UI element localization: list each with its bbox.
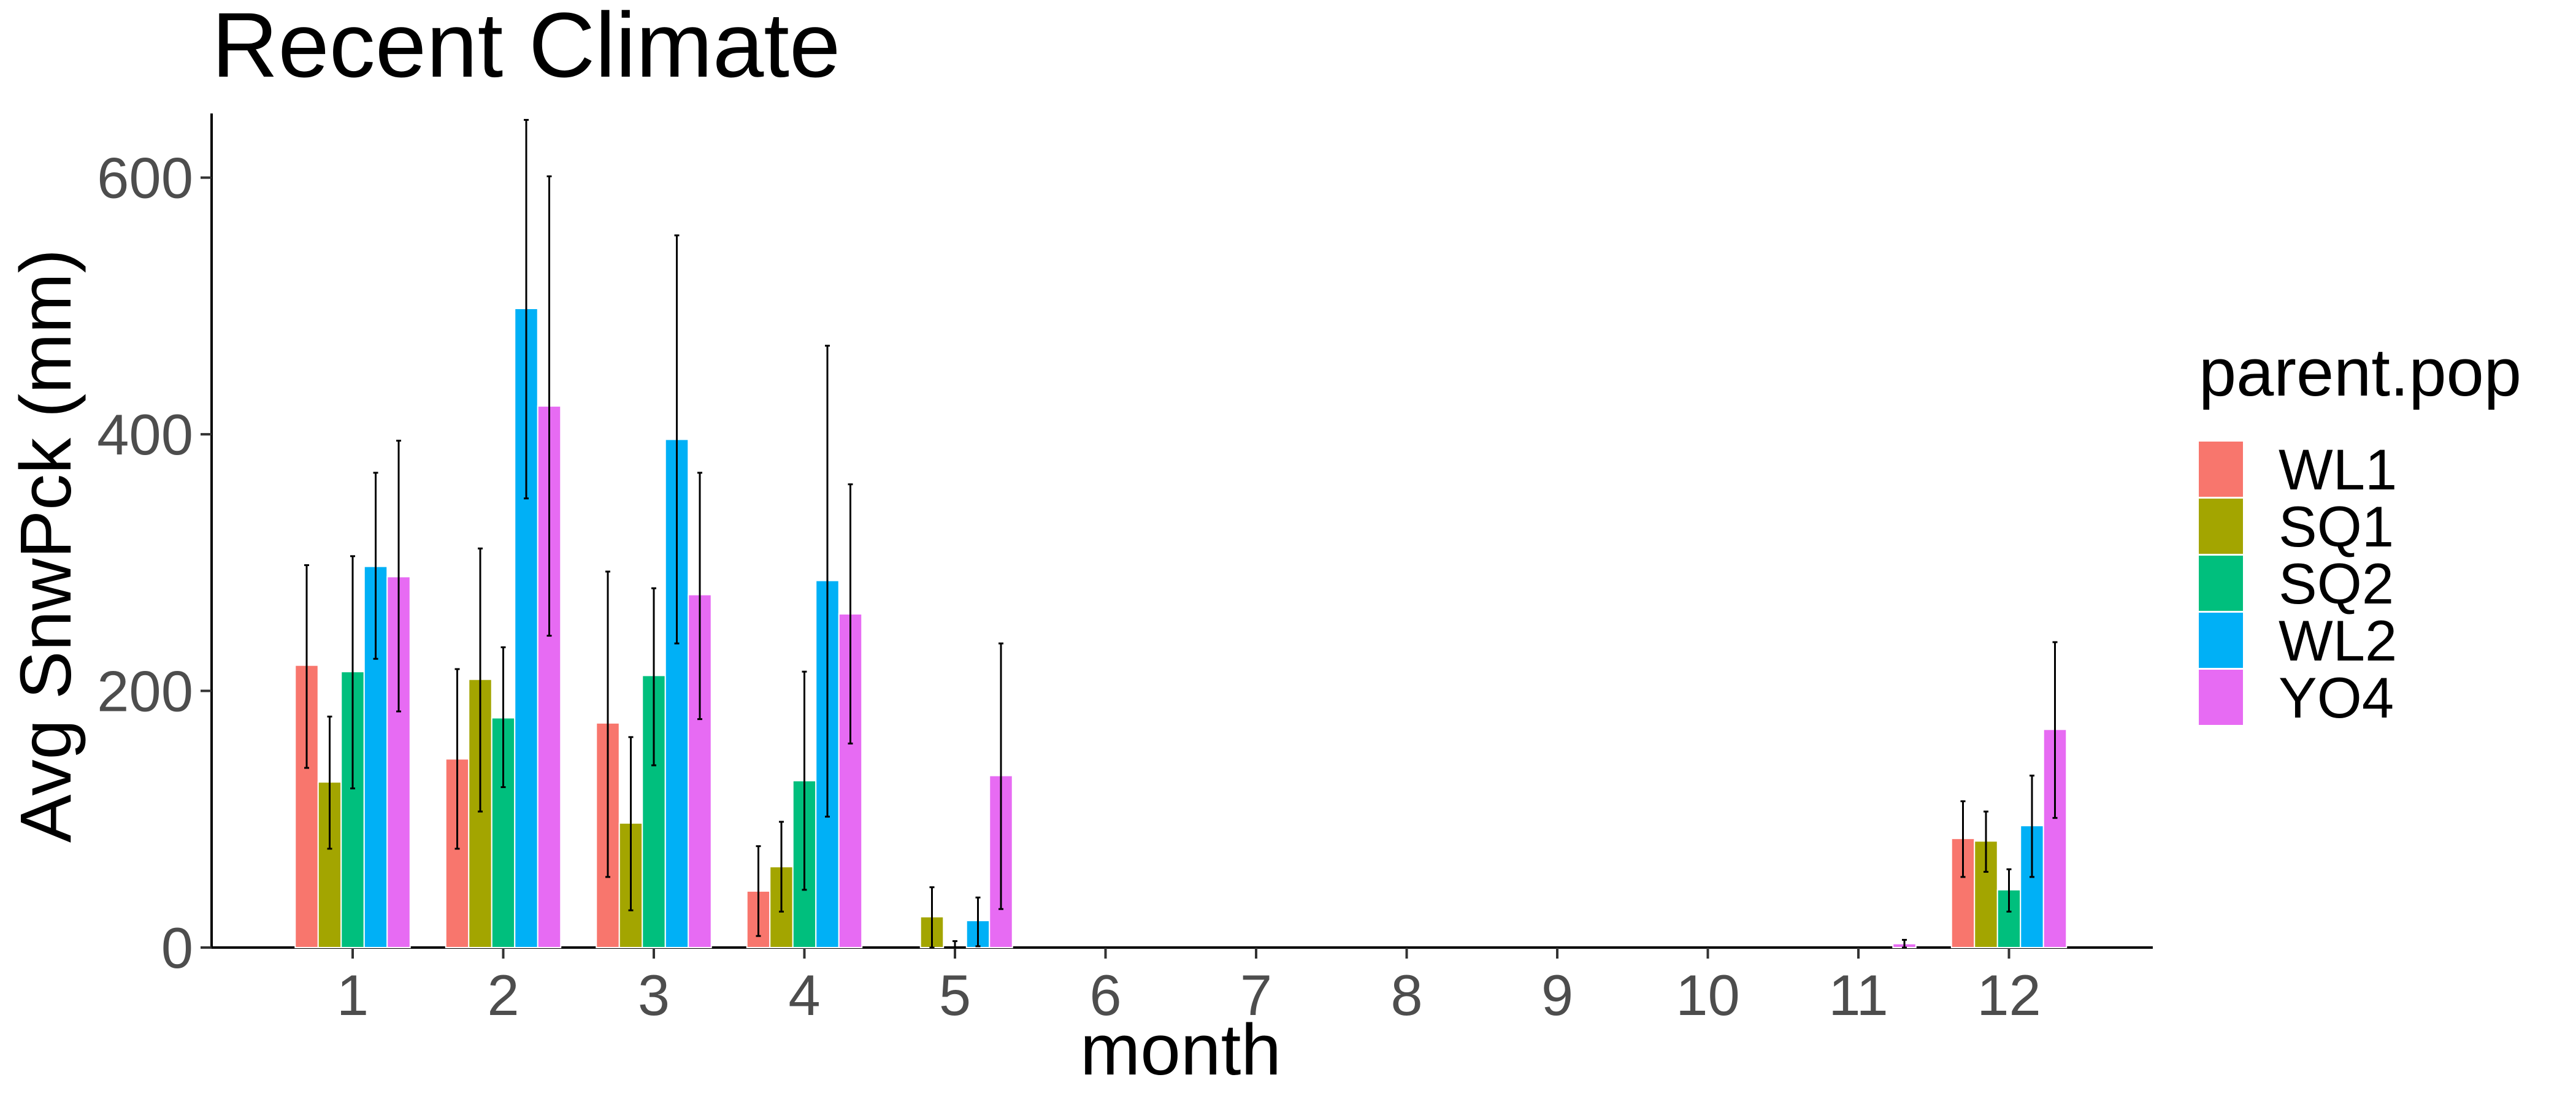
x-tick-label: 7 — [1240, 963, 1272, 1027]
x-tick-label: 3 — [638, 963, 670, 1027]
y-tick-label: 600 — [97, 146, 193, 210]
legend-label-wl2: WL2 — [2279, 608, 2397, 673]
legend-title: parent.pop — [2199, 335, 2521, 410]
x-tick-label: 8 — [1390, 963, 1422, 1027]
chart-title: Recent Climate — [212, 0, 840, 96]
x-tick-label: 10 — [1676, 963, 1740, 1027]
legend-label-yo4: YO4 — [2279, 665, 2394, 730]
legend-label-wl1: WL1 — [2279, 437, 2397, 502]
y-tick-label: 200 — [97, 659, 193, 724]
legend-swatch-wl1 — [2199, 442, 2243, 497]
x-tick-label: 5 — [939, 963, 971, 1027]
y-tick-label: 0 — [161, 916, 193, 980]
legend-swatch-sq1 — [2199, 499, 2243, 554]
x-tick-label: 12 — [1977, 963, 2041, 1027]
x-tick-label: 2 — [487, 963, 519, 1027]
x-axis-title: month — [1080, 1009, 1281, 1090]
legend-label-sq1: SQ1 — [2279, 494, 2394, 559]
x-tick-label: 4 — [788, 963, 820, 1027]
x-tick-label: 11 — [1828, 963, 1888, 1027]
y-tick-label: 400 — [97, 402, 193, 467]
x-tick-label: 9 — [1541, 963, 1573, 1027]
legend-swatch-sq2 — [2199, 556, 2243, 611]
x-tick-label: 6 — [1089, 963, 1121, 1027]
y-axis-title: Avg SnwPck (mm) — [6, 249, 86, 843]
legend-swatch-yo4 — [2199, 670, 2243, 725]
legend-label-sq2: SQ2 — [2279, 551, 2394, 616]
legend-swatch-wl2 — [2199, 613, 2243, 668]
x-tick-label: 1 — [337, 963, 369, 1027]
